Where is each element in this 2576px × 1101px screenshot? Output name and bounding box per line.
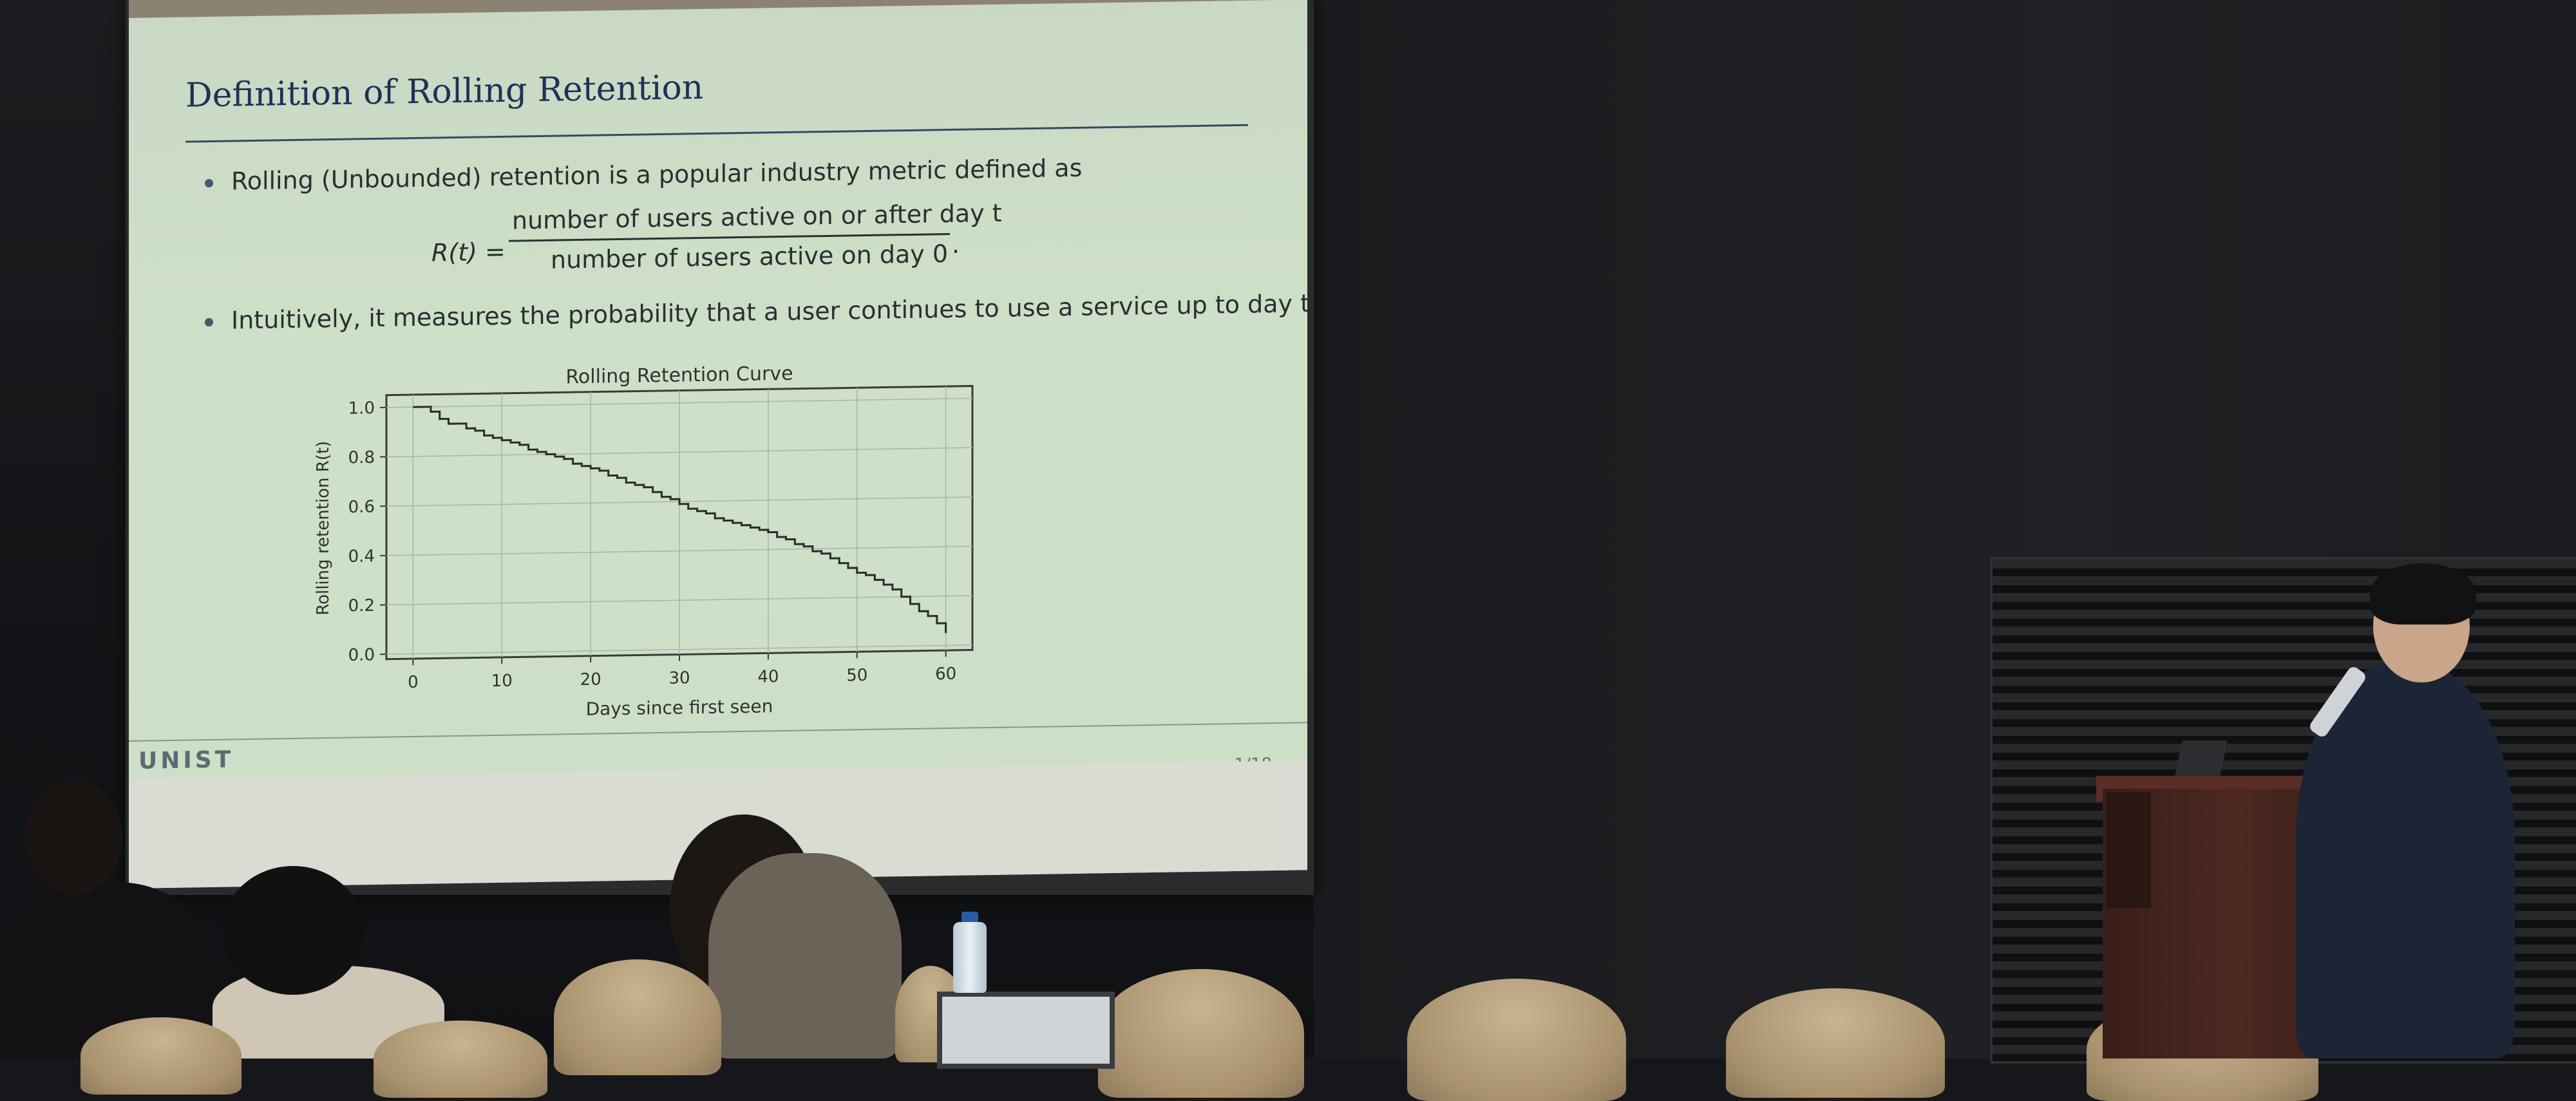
x-tick-label: 50 xyxy=(846,666,867,686)
chair xyxy=(1726,988,1945,1098)
chair xyxy=(1098,969,1304,1098)
x-axis-label: Days since first seen xyxy=(586,695,773,720)
bullet-text: Intuitively, it measures the probability… xyxy=(231,289,1307,335)
audience-laptop xyxy=(937,992,1115,1069)
formula-denominator: number of users active on day 0 xyxy=(551,240,948,274)
x-tick-label: 20 xyxy=(580,670,601,690)
screen-top-band xyxy=(129,0,1307,18)
title-divider xyxy=(185,124,1248,143)
x-tick-label: 0 xyxy=(408,673,419,692)
water-bottle xyxy=(953,922,987,993)
unist-logo: UNIST xyxy=(138,746,234,774)
audience-head-2 xyxy=(222,866,364,995)
bullet-dot xyxy=(205,318,213,326)
x-tick-label: 10 xyxy=(491,672,513,692)
chair xyxy=(1407,979,1626,1101)
y-tick-label: 1.0 xyxy=(348,399,375,419)
y-tick-label: 0.6 xyxy=(348,497,375,517)
chart-title: Rolling Retention Curve xyxy=(565,362,793,389)
slide-title: Definition of Rolling Retention xyxy=(185,68,703,115)
chart-svg: 0 10 20 30 40 50 60 0.0 0.2 0.4 0.6 0.8 1.0 Rolling R… xyxy=(303,352,1075,725)
bullet-intuition: Intuitively, it measures the probability… xyxy=(205,289,1307,335)
x-tick-label: 60 xyxy=(935,664,956,684)
chair xyxy=(374,1021,547,1098)
y-tick-label: 0.4 xyxy=(348,547,375,567)
chair xyxy=(554,959,721,1075)
audience-head-1 xyxy=(26,779,122,895)
projection-screen: Definition of Rolling Retention Rolling … xyxy=(129,0,1307,889)
lectern-sign xyxy=(2106,792,2151,908)
bullet-dot xyxy=(205,179,213,187)
presenter-hair xyxy=(2370,563,2476,625)
x-tick-label: 40 xyxy=(757,667,779,687)
y-tick-label: 0.8 xyxy=(348,448,375,468)
bullet-definition: Rolling (Unbounded) retention is a popul… xyxy=(205,154,1082,196)
chair xyxy=(80,1017,242,1095)
retention-chart: 0 10 20 30 40 50 60 0.0 0.2 0.4 0.6 0.8 1.0 Rolling R… xyxy=(303,352,1075,728)
y-tick-label: 0.0 xyxy=(348,645,375,665)
formula-period: . xyxy=(952,231,960,259)
y-axis-label: Rolling retention R(t) xyxy=(314,440,333,616)
y-tick-label: 0.2 xyxy=(348,596,375,616)
audience-member-hijab xyxy=(708,853,902,1059)
formula-numerator: number of users active on or after day t xyxy=(512,199,1002,235)
formula-lhs: R(t) = xyxy=(431,238,506,267)
bullet-text: Rolling (Unbounded) retention is a popul… xyxy=(231,154,1082,196)
x-tick-label: 30 xyxy=(668,668,690,688)
